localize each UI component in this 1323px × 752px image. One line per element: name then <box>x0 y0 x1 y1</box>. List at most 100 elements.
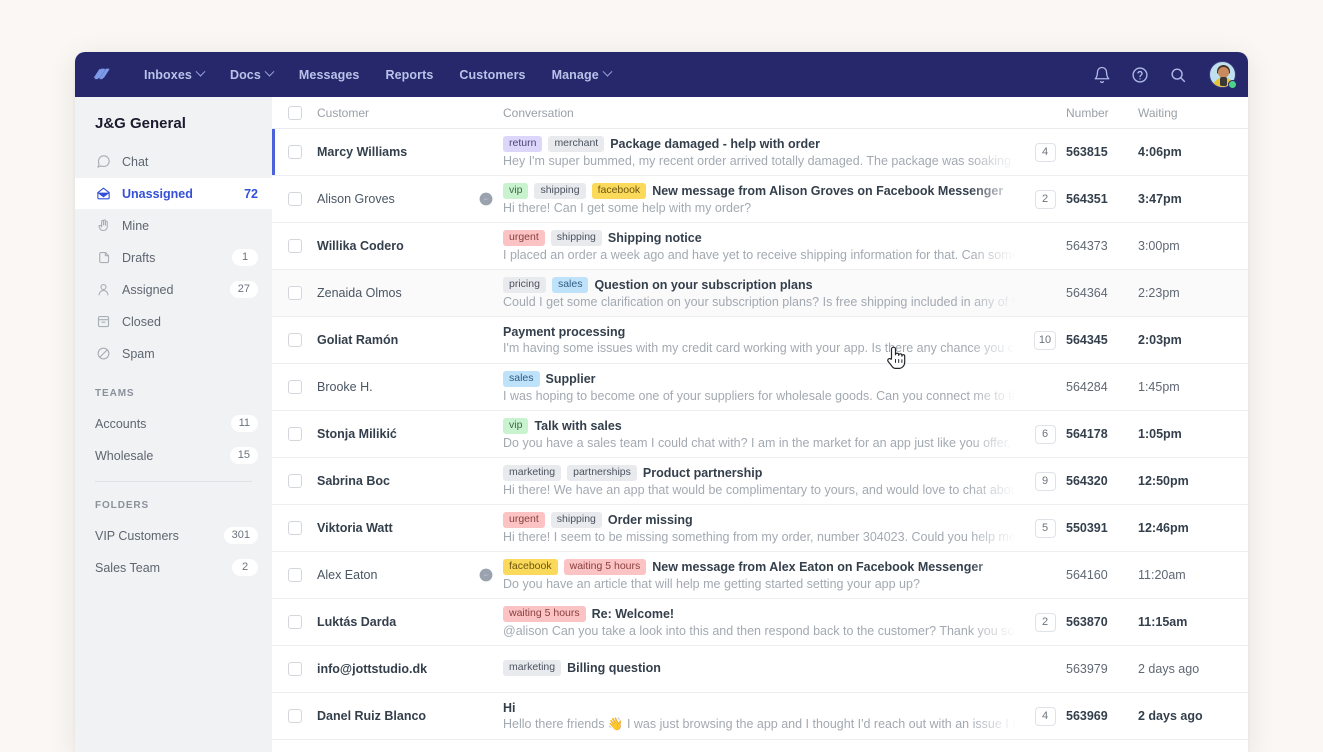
sidebar-item-closed[interactable]: Closed <box>75 306 272 337</box>
nav-item-manage[interactable]: Manage <box>539 62 624 88</box>
column-header-conversation[interactable]: Conversation <box>503 105 574 120</box>
search-icon[interactable] <box>1167 64 1189 86</box>
conversation-tag[interactable]: facebook <box>591 182 647 200</box>
row-message-count-cell: 5 <box>1024 505 1066 551</box>
table-row[interactable]: Zenaida Olmos pricing sales Question on you… <box>272 270 1248 317</box>
row-checkbox[interactable] <box>287 192 302 206</box>
drafts-icon <box>95 250 111 266</box>
conversation-tag[interactable]: return <box>503 135 543 153</box>
conversation-tag[interactable]: sales <box>503 370 540 388</box>
sidebar-item-unassigned[interactable]: Unassigned 72 <box>75 178 272 209</box>
conversation-tag[interactable]: vip <box>503 182 529 200</box>
column-header-customer[interactable]: Customer <box>317 105 370 120</box>
row-subject-line: Payment processing <box>503 325 1016 339</box>
row-checkbox[interactable] <box>287 286 302 300</box>
helpscout-logo-icon[interactable] <box>88 62 114 88</box>
nav-item-label: Customers <box>459 67 526 82</box>
row-subject: Supplier <box>545 372 596 386</box>
row-checkbox[interactable] <box>287 474 302 488</box>
nav-item-messages[interactable]: Messages <box>286 62 373 88</box>
conversation-tag[interactable]: merchant <box>548 135 605 153</box>
table-row[interactable]: Viktoria Watt urgent shipping Order missing… <box>272 505 1248 552</box>
nav-item-label: Manage <box>551 67 599 82</box>
sidebar-item-vip-customers[interactable]: VIP Customers 301 <box>75 520 272 551</box>
row-checkbox[interactable] <box>287 615 302 629</box>
row-conversation-cell: marketing Billing question <box>477 646 1024 692</box>
conversation-tag[interactable]: waiting 5 hours <box>563 558 647 576</box>
column-header-number[interactable]: Number <box>1066 105 1109 120</box>
row-checkbox[interactable] <box>287 333 302 347</box>
row-message-count-cell <box>1024 364 1066 410</box>
column-header-waiting[interactable]: Waiting <box>1138 105 1178 120</box>
conversation-tag[interactable]: shipping <box>534 182 586 200</box>
table-row[interactable]: Brooke H. sales Supplier I was hoping to be… <box>272 364 1248 411</box>
nav-item-label: Reports <box>385 67 434 82</box>
row-checkbox[interactable] <box>287 239 302 253</box>
sidebar-item-chat[interactable]: Chat <box>75 146 272 177</box>
avatar[interactable] <box>1209 61 1237 89</box>
sidebar-item-accounts[interactable]: Accounts 11 <box>75 408 272 439</box>
table-row[interactable]: Sabrina Boc marketing partnerships Product … <box>272 458 1248 505</box>
row-checkbox-cell <box>272 223 317 269</box>
nav-item-label: Inboxes <box>144 67 192 82</box>
conversation-tag[interactable]: facebook <box>503 558 558 576</box>
online-status-indicator <box>1228 80 1237 89</box>
sidebar-item-count: 11 <box>230 415 258 432</box>
row-waiting-time: 4:06pm <box>1138 145 1182 159</box>
sidebar-item-drafts[interactable]: Drafts 1 <box>75 242 272 273</box>
conversation-tag[interactable]: sales <box>551 276 589 294</box>
row-checkbox-cell <box>272 599 317 645</box>
sidebar-item-spam[interactable]: Spam <box>75 338 272 369</box>
sidebar-item-label: Spam <box>122 346 155 361</box>
nav-item-inboxes[interactable]: Inboxes <box>131 62 217 88</box>
sidebar-item-wholesale[interactable]: Wholesale 15 <box>75 440 272 471</box>
conversation-tag[interactable]: partnerships <box>567 464 637 482</box>
conversation-tag[interactable]: waiting 5 hours <box>503 605 586 623</box>
conversation-tag[interactable]: marketing <box>503 659 562 677</box>
conversation-tag[interactable]: pricing <box>503 276 546 294</box>
table-row[interactable]: Danel Ruiz Blanco Hi Hello there friends 👋… <box>272 693 1248 740</box>
row-customer-name: Willika Codero <box>317 239 404 253</box>
nav-item-reports[interactable]: Reports <box>372 62 446 88</box>
table-row[interactable]: Alex Eaton facebook waiting 5 hours New mes… <box>272 552 1248 599</box>
conversation-tag[interactable]: vip <box>503 417 529 435</box>
row-customer-name: Goliat Ramón <box>317 333 399 347</box>
table-row[interactable]: info@jottstudio.dk marketing Billing quest… <box>272 646 1248 693</box>
row-checkbox[interactable] <box>287 380 302 394</box>
row-subject-line: pricing sales Question on your subscriptio… <box>503 276 1016 294</box>
conversation-tag[interactable]: urgent <box>503 229 545 247</box>
row-preview-text: I placed an order a week ago and have ye… <box>503 248 1016 263</box>
table-row[interactable]: Marcy Williams return merchant Package dama… <box>272 129 1248 176</box>
nav-item-customers[interactable]: Customers <box>446 62 538 88</box>
row-checkbox[interactable] <box>287 427 302 441</box>
row-checkbox[interactable] <box>287 709 302 723</box>
row-conversation-cell: vip Talk with sales Do you have a sales te… <box>477 411 1024 457</box>
row-conversation-cell: Payment processing I'm having some issues… <box>477 317 1024 363</box>
nav-item-docs[interactable]: Docs <box>217 62 286 88</box>
row-checkbox[interactable] <box>287 145 302 159</box>
help-icon[interactable] <box>1129 64 1151 86</box>
table-row[interactable]: Willika Codero urgent shipping Shipping not… <box>272 223 1248 270</box>
sidebar-item-sales-team[interactable]: Sales Team 2 <box>75 552 272 583</box>
row-checkbox[interactable] <box>287 521 302 535</box>
conversation-tag[interactable]: shipping <box>550 511 602 529</box>
bell-icon[interactable] <box>1091 64 1113 86</box>
table-row[interactable]: Goliat Ramón Payment processing I'm having… <box>272 317 1248 364</box>
sidebar-item-mine[interactable]: Mine <box>75 210 272 241</box>
table-row[interactable]: Luktás Darda waiting 5 hours Re: Welcome! @… <box>272 599 1248 646</box>
row-checkbox-cell <box>272 646 317 692</box>
conversation-tag[interactable]: urgent <box>503 511 545 529</box>
row-customer-name: Zenaida Olmos <box>317 286 402 300</box>
sidebar-item-assigned[interactable]: Assigned 27 <box>75 274 272 305</box>
table-row[interactable]: Alison Groves vip shipping facebook New mess… <box>272 176 1248 223</box>
table-row[interactable]: Stonja Milikić vip Talk with sales Do you h… <box>272 411 1248 458</box>
row-subject-line: sales Supplier <box>503 370 1016 388</box>
conversation-tag[interactable]: shipping <box>550 229 602 247</box>
row-conversation-cell: urgent shipping Order missing Hi there! I s… <box>477 505 1024 551</box>
row-checkbox[interactable] <box>287 568 302 582</box>
select-all-checkbox[interactable] <box>287 105 302 120</box>
row-message-count-cell <box>1024 223 1066 269</box>
conversation-tag[interactable]: marketing <box>503 464 562 482</box>
row-conversation-number: 564373 <box>1066 239 1108 253</box>
row-checkbox[interactable] <box>287 662 302 676</box>
